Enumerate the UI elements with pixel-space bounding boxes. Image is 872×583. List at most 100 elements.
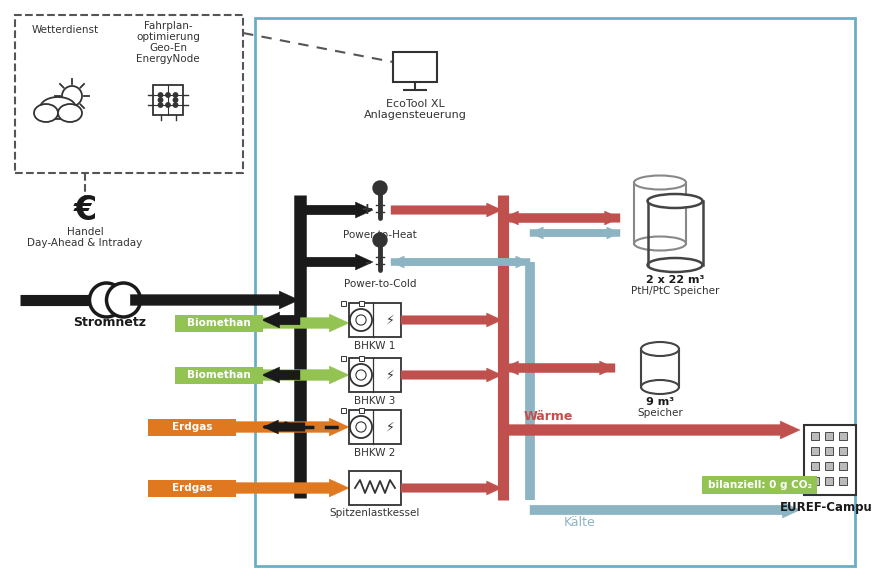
Circle shape (166, 103, 170, 107)
Polygon shape (401, 368, 502, 382)
Text: BHKW 2: BHKW 2 (354, 448, 396, 458)
Text: Fahrplan-: Fahrplan- (144, 21, 193, 31)
Polygon shape (262, 367, 300, 383)
Circle shape (356, 370, 366, 380)
Text: Wärme: Wärme (523, 409, 573, 423)
Bar (839, 477, 847, 485)
Polygon shape (262, 312, 300, 328)
Bar (359, 356, 364, 361)
Bar (839, 447, 847, 455)
Polygon shape (263, 420, 305, 434)
Bar (349, 410, 401, 444)
Text: Power-to-Heat: Power-to-Heat (343, 230, 417, 240)
Bar (148, 479, 236, 497)
Text: +: + (361, 202, 373, 217)
Text: EcoTool XL: EcoTool XL (385, 99, 445, 109)
Circle shape (350, 364, 372, 386)
Text: Anlagensteuerung: Anlagensteuerung (364, 110, 467, 120)
Polygon shape (503, 211, 620, 225)
Ellipse shape (634, 237, 686, 251)
Circle shape (174, 98, 178, 102)
Bar (341, 408, 346, 413)
Circle shape (159, 103, 163, 107)
Text: 2 x 22 m³: 2 x 22 m³ (646, 275, 705, 285)
Text: EnergyNode: EnergyNode (136, 54, 200, 64)
Text: EUREF-Campus: EUREF-Campus (780, 501, 872, 515)
Ellipse shape (40, 97, 76, 119)
Text: Power-to-Cold: Power-to-Cold (344, 279, 416, 289)
Circle shape (174, 103, 178, 107)
Text: Biomethan: Biomethan (187, 370, 251, 380)
Bar (349, 471, 401, 505)
Bar (341, 301, 346, 306)
Ellipse shape (634, 175, 686, 189)
Circle shape (373, 233, 387, 247)
Circle shape (356, 315, 366, 325)
Bar (349, 303, 401, 337)
Polygon shape (530, 227, 620, 239)
Circle shape (350, 309, 372, 331)
Ellipse shape (641, 380, 679, 394)
Text: ⚡: ⚡ (385, 420, 394, 434)
Polygon shape (530, 227, 620, 239)
Circle shape (62, 86, 82, 106)
Polygon shape (263, 366, 349, 384)
Text: Kälte: Kälte (564, 517, 596, 529)
Text: Erdgas: Erdgas (172, 422, 212, 432)
Polygon shape (391, 256, 530, 268)
Bar (341, 356, 346, 361)
Bar (804, 425, 856, 495)
Text: Wetterdienst: Wetterdienst (31, 25, 99, 35)
Bar (15, 15, 243, 173)
Text: Spitzenlastkessel: Spitzenlastkessel (330, 508, 420, 518)
Text: Geo-En: Geo-En (149, 43, 187, 53)
Bar (825, 447, 833, 455)
Text: Erdgas: Erdgas (172, 483, 212, 493)
Circle shape (373, 181, 387, 195)
Bar (255, 18, 855, 566)
Bar (393, 52, 437, 82)
Polygon shape (503, 361, 615, 375)
Circle shape (166, 93, 170, 97)
Text: €: € (73, 194, 97, 227)
Text: Handel: Handel (66, 227, 104, 237)
Polygon shape (503, 421, 800, 439)
Bar (153, 85, 183, 115)
Polygon shape (530, 502, 800, 518)
Text: PtH/PtC Speicher: PtH/PtC Speicher (630, 286, 719, 296)
Polygon shape (236, 418, 349, 436)
Polygon shape (300, 202, 373, 218)
Polygon shape (391, 256, 529, 268)
Circle shape (174, 93, 178, 97)
Bar (811, 447, 819, 455)
Text: ⚡: ⚡ (385, 314, 394, 326)
Polygon shape (300, 254, 373, 270)
Bar (349, 358, 401, 392)
Text: -: - (364, 255, 371, 269)
Bar (175, 314, 263, 332)
Text: Biomethan: Biomethan (187, 318, 251, 328)
Polygon shape (263, 314, 349, 332)
Bar (839, 462, 847, 470)
Bar (825, 432, 833, 440)
Circle shape (90, 283, 124, 317)
Ellipse shape (648, 258, 703, 272)
Text: Stromnetz: Stromnetz (73, 315, 146, 328)
Polygon shape (401, 313, 502, 327)
Bar (825, 462, 833, 470)
Text: BHKW 3: BHKW 3 (354, 396, 396, 406)
Polygon shape (130, 291, 299, 309)
Ellipse shape (648, 194, 703, 208)
Bar (811, 477, 819, 485)
Bar (175, 367, 263, 384)
Circle shape (159, 93, 163, 97)
Text: 9 m³: 9 m³ (646, 397, 674, 407)
Ellipse shape (58, 104, 82, 122)
Bar (702, 476, 817, 494)
Polygon shape (503, 361, 615, 375)
Bar (359, 301, 364, 306)
Bar (839, 432, 847, 440)
Circle shape (106, 283, 140, 317)
Text: ⚡: ⚡ (385, 368, 394, 381)
Polygon shape (391, 203, 502, 217)
